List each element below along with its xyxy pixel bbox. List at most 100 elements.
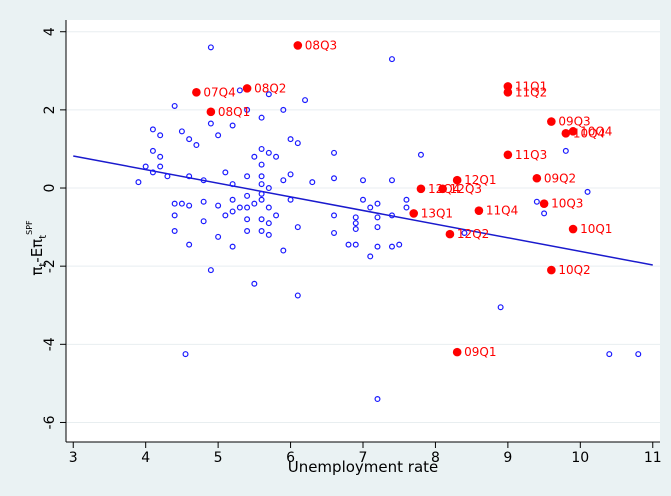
x-tick-label: 3 [69, 450, 78, 466]
y-axis-label: πt-EπtSPF [25, 220, 49, 276]
hollow-point [222, 169, 229, 176]
hollow-point [533, 198, 540, 205]
hollow-point [215, 233, 222, 240]
point-label: 12Q1 [464, 173, 496, 187]
point-label: 08Q3 [305, 38, 337, 52]
point-label: 09Q1 [464, 345, 496, 359]
y-label-part: π [28, 239, 46, 248]
hollow-point [635, 351, 642, 358]
hollow-point [207, 120, 214, 127]
hollow-point [331, 229, 338, 236]
hollow-point [388, 212, 395, 219]
hollow-point [417, 151, 424, 158]
y-label-part: t [38, 263, 49, 267]
hollow-point [200, 198, 207, 205]
labeled-point [293, 41, 303, 50]
labeled-point [539, 199, 549, 208]
point-label: 07Q4 [203, 85, 235, 99]
fit-line-group [73, 155, 653, 266]
hollow-point [265, 231, 272, 238]
hollow-point [215, 202, 222, 209]
hollow-point [280, 177, 287, 184]
y-tick-label: -2 [42, 259, 58, 273]
hollow-point [374, 214, 381, 221]
point-label: 11Q3 [515, 148, 547, 162]
labeled-point [568, 224, 578, 234]
hollow-points [135, 44, 642, 403]
hollow-point [244, 106, 251, 113]
hollow-point [294, 292, 301, 299]
hollow-point [287, 196, 294, 203]
labeled-point [192, 87, 201, 97]
y-label-part: SPF [25, 220, 34, 235]
hollow-point [273, 153, 280, 160]
hollow-point [265, 185, 272, 192]
hollow-point [157, 132, 164, 139]
hollow-point [374, 243, 381, 250]
hollow-point [186, 202, 193, 209]
hollow-point [374, 396, 381, 403]
hollow-point [251, 200, 258, 207]
x-tick-label: 9 [503, 450, 512, 466]
hollow-point [186, 241, 193, 248]
labeled-point [445, 229, 455, 239]
hollow-point [360, 177, 367, 184]
hollow-point [345, 241, 352, 248]
point-label: 09Q2 [544, 171, 576, 185]
hollow-point [193, 142, 200, 149]
hollow-point [606, 351, 613, 358]
hollow-point [236, 87, 243, 94]
point-label: 10Q4 [580, 124, 612, 138]
gridlines [66, 31, 660, 423]
hollow-point [280, 247, 287, 254]
labeled-point [503, 87, 513, 97]
hollow-point [229, 122, 236, 129]
hollow-point [302, 97, 309, 104]
hollow-point [182, 351, 189, 358]
x-axis-label: Unemployment rate [288, 458, 439, 476]
labeled-point [206, 107, 216, 117]
hollow-point [258, 196, 265, 203]
hollow-point [200, 177, 207, 184]
hollow-point [562, 147, 569, 154]
hollow-point [388, 56, 395, 63]
hollow-point [374, 200, 381, 207]
hollow-point [541, 210, 548, 217]
hollow-point [229, 181, 236, 188]
hollow-point [388, 177, 395, 184]
hollow-point [258, 114, 265, 121]
y-label-part: t [38, 235, 49, 239]
x-tick-label: 4 [141, 450, 150, 466]
labeled-point [547, 265, 556, 275]
hollow-point [244, 216, 251, 223]
point-label: 08Q2 [254, 81, 286, 95]
hollow-point [584, 188, 591, 195]
hollow-point [258, 145, 265, 152]
hollow-point [497, 304, 504, 311]
x-tick-label: 8 [431, 450, 440, 466]
point-label: 10Q4 [573, 126, 605, 140]
hollow-point [265, 204, 272, 211]
hollow-point [352, 220, 359, 227]
hollow-point [258, 228, 265, 235]
hollow-point [367, 204, 374, 211]
hollow-point [403, 204, 410, 211]
hollow-point [178, 128, 185, 135]
hollow-point [461, 229, 468, 236]
y-tick-label: 2 [42, 105, 58, 114]
labeled-point [242, 84, 252, 93]
hollow-point [287, 136, 294, 143]
labeled-point [568, 127, 578, 136]
labeled-point [561, 129, 571, 138]
hollow-point [280, 106, 287, 113]
hollow-point [251, 280, 258, 287]
x-tick-label: 11 [644, 450, 662, 466]
hollow-point [244, 173, 251, 180]
hollow-point [352, 241, 359, 248]
labeled-point [438, 184, 447, 194]
hollow-point [258, 181, 265, 188]
hollow-point [171, 200, 178, 207]
hollow-point [388, 243, 395, 250]
